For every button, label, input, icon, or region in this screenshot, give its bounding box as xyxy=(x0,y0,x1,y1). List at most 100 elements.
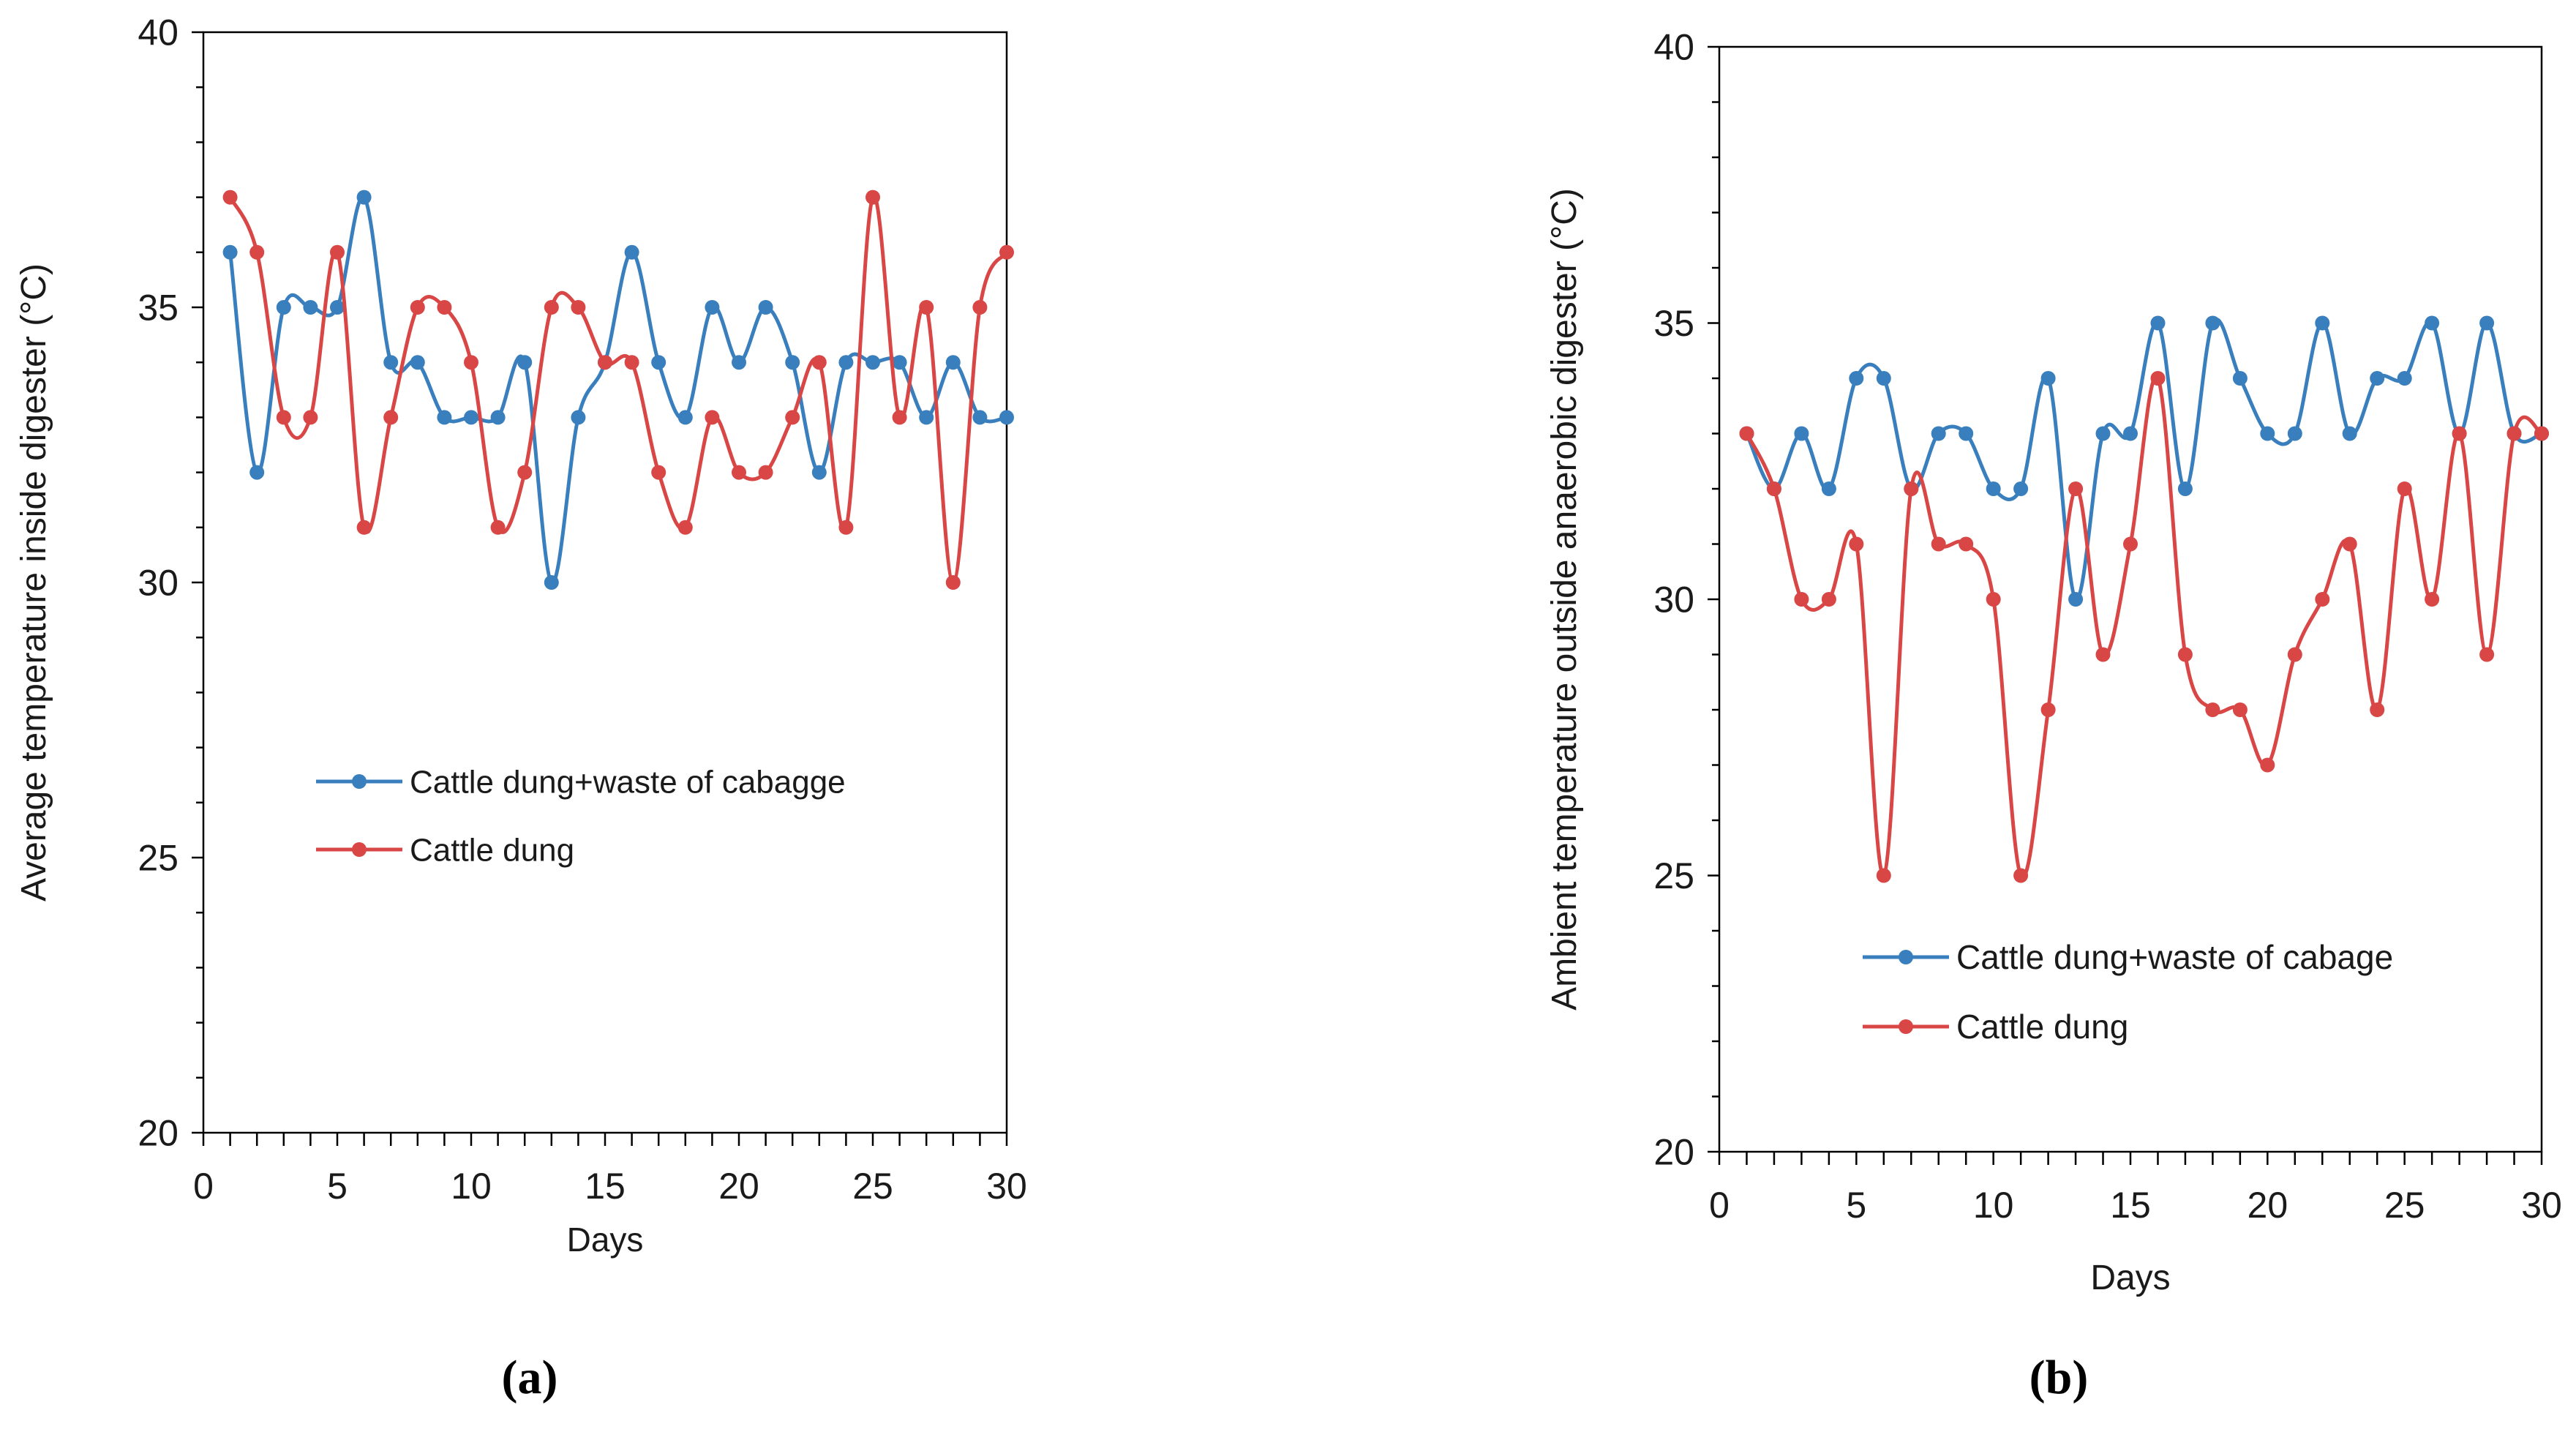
data-point xyxy=(892,410,907,425)
data-point xyxy=(2068,481,2084,496)
data-point xyxy=(1766,481,1781,496)
data-point xyxy=(249,244,265,260)
data-point xyxy=(892,355,907,370)
data-point xyxy=(330,244,345,260)
chart-panel-a: 20 25 30 35 40 0 5 10 15 20 25 30 Days Average temper… xyxy=(15,12,1027,1405)
data-point xyxy=(2232,702,2248,717)
data-point xyxy=(2287,426,2302,441)
legend-item: Cattle dung+waste of cabagge xyxy=(316,764,846,800)
data-point xyxy=(330,300,345,315)
data-point xyxy=(410,300,425,315)
data-point xyxy=(356,520,372,535)
panel-label: (a) xyxy=(502,1351,558,1404)
x-tick-label: 30 xyxy=(2521,1185,2562,1226)
plot-frame xyxy=(1718,45,2543,1153)
x-tick-label: 25 xyxy=(2384,1185,2425,1226)
data-point xyxy=(2013,868,2029,883)
series-line xyxy=(228,195,1007,585)
data-point xyxy=(2150,315,2166,331)
data-point xyxy=(811,355,827,370)
data-point xyxy=(2205,315,2220,331)
data-point xyxy=(383,355,399,370)
data-point xyxy=(838,355,854,370)
data-point xyxy=(2370,702,2385,717)
data-point xyxy=(2123,426,2138,441)
data-point xyxy=(919,300,934,315)
x-tick-label: 10 xyxy=(451,1166,492,1207)
data-point xyxy=(677,520,693,535)
data-point xyxy=(2315,592,2330,607)
data-point xyxy=(1931,426,1946,441)
y-axis-label: Ambient temperature outside anaerobic di… xyxy=(1545,188,1584,1011)
data-point xyxy=(276,410,291,425)
x-tick-label: 5 xyxy=(327,1166,348,1207)
y-axis-label: Average temperature inside digester (°C) xyxy=(15,263,53,901)
legend-label: Cattle dung+waste of cabagge xyxy=(410,764,846,800)
data-point xyxy=(2397,371,2412,386)
data-point xyxy=(544,575,559,590)
data-point xyxy=(624,244,639,260)
data-point xyxy=(222,190,238,205)
x-axis-label: Days xyxy=(567,1221,644,1259)
data-point xyxy=(838,520,854,535)
series-1 xyxy=(222,190,1014,590)
plot-frame xyxy=(202,31,1008,1134)
y-tick-label: 20 xyxy=(1653,1132,1694,1173)
data-point xyxy=(2342,536,2357,552)
data-point xyxy=(2315,315,2330,331)
data-point xyxy=(705,300,720,315)
series-line xyxy=(1745,318,2542,601)
data-point xyxy=(571,410,586,425)
y-tick-label: 25 xyxy=(138,838,179,879)
x-tick-label: 5 xyxy=(1846,1185,1866,1226)
x-tick-label: 10 xyxy=(1973,1185,2014,1226)
data-point xyxy=(677,410,693,425)
data-point xyxy=(945,575,961,590)
series-line xyxy=(228,194,1009,585)
legend-swatch-marker xyxy=(1899,1019,1913,1034)
data-point xyxy=(2452,426,2467,441)
data-point xyxy=(1876,868,1891,883)
data-point xyxy=(2068,592,2084,607)
data-point xyxy=(1794,426,1809,441)
data-point xyxy=(2479,315,2495,331)
data-point xyxy=(1931,536,1946,552)
data-point xyxy=(2095,647,2111,662)
data-point xyxy=(651,355,666,370)
data-point xyxy=(1739,426,1754,441)
data-point xyxy=(410,355,425,370)
legend-label: Cattle dung+waste of cabage xyxy=(1956,938,2393,976)
data-point xyxy=(249,465,265,480)
data-point xyxy=(437,300,452,315)
data-point xyxy=(2095,426,2111,441)
legend: Cattle dung+waste of cabage Cattle dung xyxy=(1863,938,2393,1046)
x-tick-label: 15 xyxy=(585,1166,626,1207)
data-point xyxy=(517,355,533,370)
data-point xyxy=(2040,702,2056,717)
data-point xyxy=(865,355,880,370)
chart-panel-b: 20 25 30 35 40 0 5 10 15 20 25 30 Days Ambient temper… xyxy=(1545,27,2562,1405)
data-point xyxy=(598,355,612,370)
panel-label: (b) xyxy=(2029,1351,2089,1404)
series-1 xyxy=(1739,315,2549,607)
data-point xyxy=(571,300,586,315)
data-point xyxy=(785,355,800,370)
data-point xyxy=(464,355,478,370)
data-point xyxy=(2040,371,2056,386)
data-point xyxy=(303,300,318,315)
data-point xyxy=(544,300,559,315)
x-axis-label: Days xyxy=(2090,1259,2170,1297)
y-tick-label: 20 xyxy=(138,1113,179,1154)
data-point xyxy=(999,410,1014,425)
data-point xyxy=(2506,426,2522,441)
legend-label: Cattle dung xyxy=(410,832,574,868)
data-point xyxy=(490,410,506,425)
data-point xyxy=(999,244,1014,260)
data-point xyxy=(2342,426,2357,441)
legend-item: Cattle dung+waste of cabage xyxy=(1863,938,2393,976)
data-point xyxy=(2287,647,2302,662)
data-point xyxy=(517,465,533,480)
data-point xyxy=(651,465,666,480)
data-point xyxy=(624,355,639,370)
